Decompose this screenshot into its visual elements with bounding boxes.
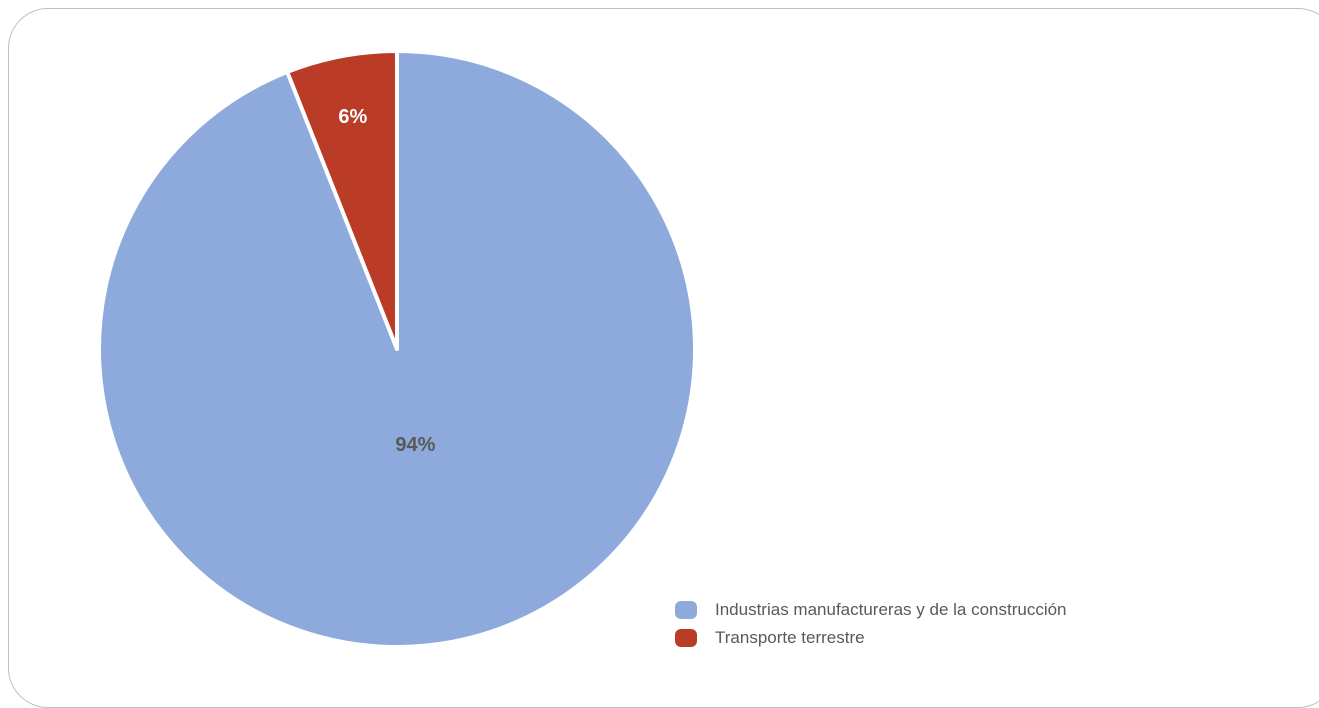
pie-labels: 94% 6% [338,106,435,456]
legend-item-industrias: Industrias manufactureras y de la constr… [675,596,1067,624]
pie-chart: 94% 6% [97,49,697,649]
legend-label-transporte: Transporte terrestre [715,628,865,647]
legend-swatch-industrias [675,601,697,619]
pie-label-transporte: 6% [338,106,367,128]
pie-slice-industrias [97,49,697,649]
legend-swatch-transporte [675,629,697,647]
pie-slices [97,49,697,649]
legend: Industrias manufactureras y de la constr… [675,596,1067,652]
pie-slice-transporte [285,49,399,351]
legend-item-transporte: Transporte terrestre [675,624,1067,652]
pie-label-industrias: 94% [395,434,435,456]
legend-label-industrias: Industrias manufactureras y de la constr… [715,600,1067,619]
